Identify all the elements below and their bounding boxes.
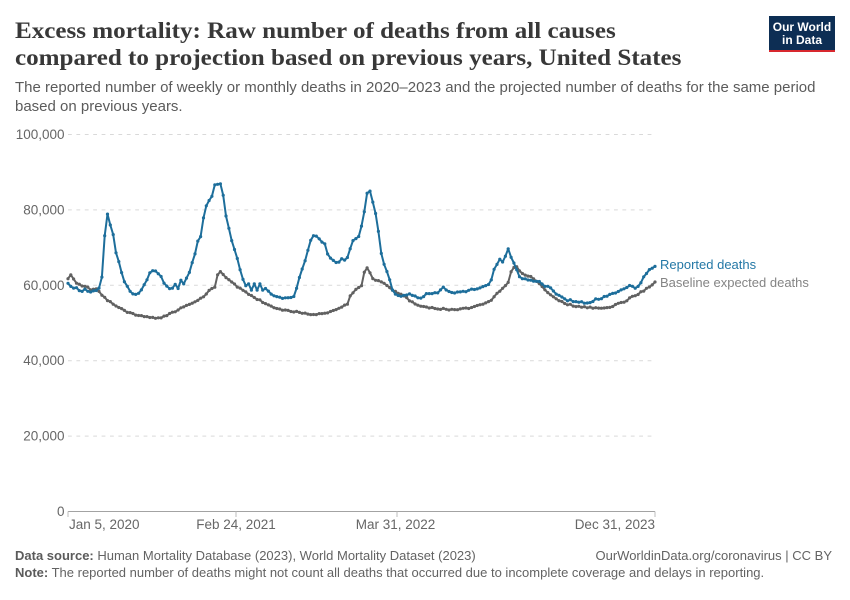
svg-text:80,000: 80,000	[23, 202, 64, 217]
svg-text:Baseline expected deaths: Baseline expected deaths	[660, 275, 809, 290]
svg-text:100,000: 100,000	[16, 127, 65, 142]
svg-text:0: 0	[57, 504, 65, 519]
svg-text:60,000: 60,000	[23, 278, 64, 293]
svg-text:Reported deaths: Reported deaths	[660, 257, 757, 272]
svg-text:Dec 31, 2023: Dec 31, 2023	[575, 517, 655, 532]
svg-text:40,000: 40,000	[23, 353, 64, 368]
svg-text:Jan 5, 2020: Jan 5, 2020	[69, 517, 140, 532]
svg-text:Feb 24, 2021: Feb 24, 2021	[196, 517, 276, 532]
svg-text:Mar 31, 2022: Mar 31, 2022	[356, 517, 436, 532]
svg-text:20,000: 20,000	[23, 429, 64, 444]
